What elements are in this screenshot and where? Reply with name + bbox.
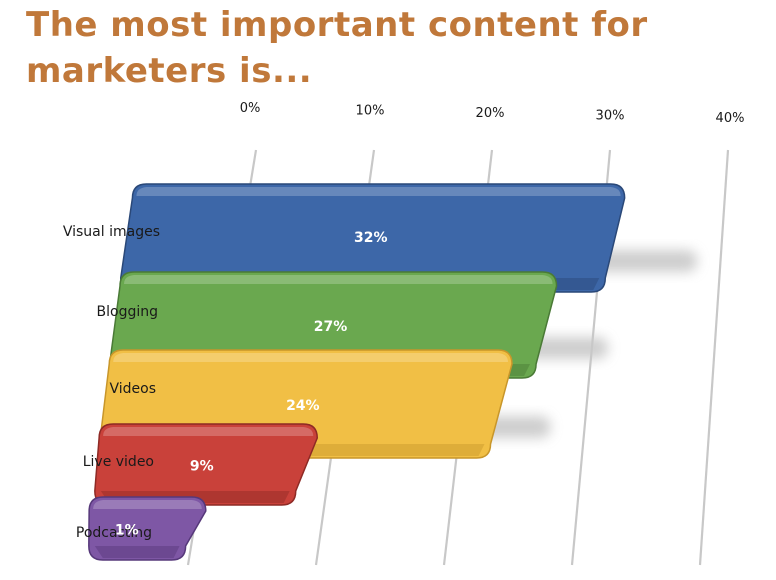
x-tick-label: 20% (476, 106, 505, 121)
x-tick-label: 10% (356, 104, 385, 119)
bar-highlight (113, 353, 508, 362)
bar-highlight (93, 500, 202, 509)
data-label: 1% (115, 523, 139, 539)
bar-highlight (103, 427, 314, 436)
bar-depth (94, 546, 180, 558)
category-label: Blogging (97, 304, 158, 320)
gridline (698, 149, 730, 566)
x-tick-label: 30% (596, 109, 625, 124)
x-tick-label: 0% (240, 101, 261, 116)
bar-highlight (136, 187, 621, 196)
chart-title: The most important content for marketers… (26, 5, 648, 91)
x-axis-tick-labels: 0% 10% 20% 30% 40% (240, 101, 745, 126)
data-label: 27% (314, 319, 348, 335)
category-label: Podcasting (76, 525, 152, 541)
category-label: Live video (83, 454, 154, 470)
bar-live-video (94, 423, 318, 506)
bar-visual-images (119, 183, 626, 293)
bar-highlight (124, 275, 553, 284)
bar-podcasting (88, 496, 207, 561)
category-label: Visual images (63, 224, 160, 240)
data-label: 24% (286, 398, 320, 414)
category-label: Videos (109, 381, 156, 397)
data-label: 32% (354, 230, 388, 246)
category-labels: Visual images Blogging Videos Live video Pod… (63, 224, 160, 541)
x-tick-label: 40% (716, 111, 745, 126)
data-label: 9% (190, 459, 214, 475)
bars (88, 183, 626, 561)
data-labels: 32% 27% 24% 9% 1% (115, 230, 388, 539)
